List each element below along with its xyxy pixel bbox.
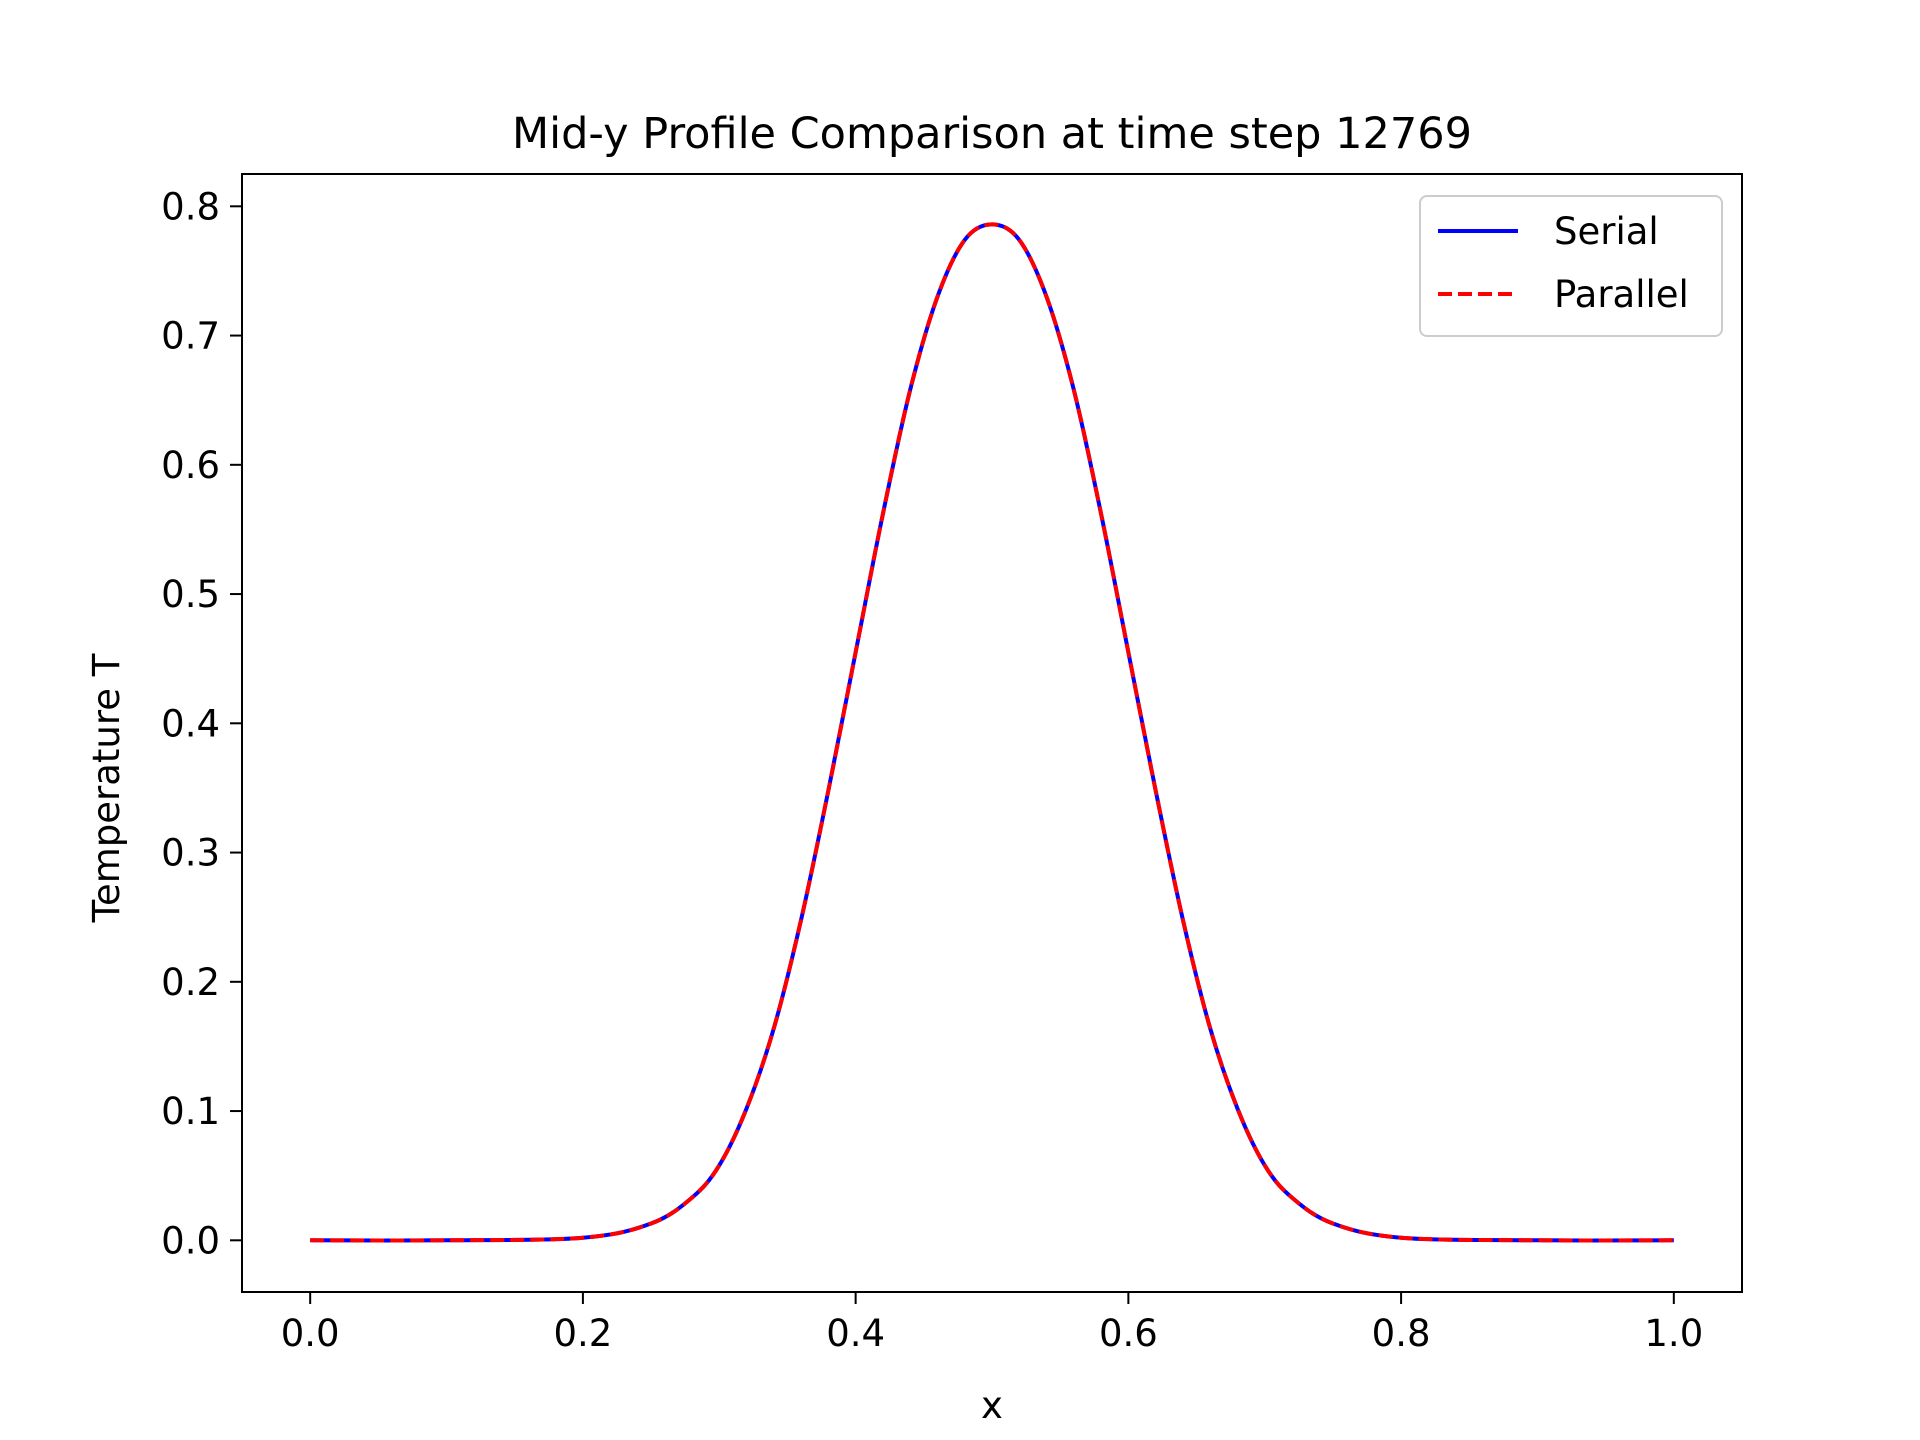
y-tick-label: 0.5: [161, 573, 220, 616]
plot-frame: [241, 173, 1743, 1293]
chart-title: Mid-y Profile Comparison at time step 12…: [512, 109, 1472, 159]
y-tick-label: 0.4: [161, 702, 220, 745]
x-tick-label: 0.6: [1099, 1312, 1158, 1355]
series-line-parallel: [310, 222, 1674, 1243]
x-tick-label: 0.2: [553, 1312, 612, 1355]
plot-area: 0.0 0.2 0.4 0.6 0.8 1.0 0.0 0.1 0.2 0.3 0.4 0.5 0.6…: [161, 173, 1743, 1355]
x-tick-label: 0.0: [281, 1312, 340, 1355]
x-axis-label: x: [981, 1384, 1003, 1427]
y-tick-label: 0.6: [161, 444, 220, 487]
y-tick-label: 0.3: [161, 832, 220, 875]
series-lines: [310, 222, 1674, 1243]
x-axis: 0.0 0.2 0.4 0.6 0.8 1.0: [281, 1292, 1703, 1355]
legend-label-parallel: Parallel: [1554, 273, 1689, 316]
x-tick-label: 0.4: [826, 1312, 885, 1355]
x-tick-label: 1.0: [1644, 1312, 1703, 1355]
y-tick-label: 0.2: [161, 961, 220, 1004]
x-tick-label: 0.8: [1372, 1312, 1431, 1355]
y-tick-label: 0.0: [161, 1219, 220, 1262]
legend: Serial Parallel: [1419, 195, 1723, 337]
legend-label-serial: Serial: [1554, 210, 1659, 253]
y-tick-label: 0.8: [161, 185, 220, 228]
y-tick-label: 0.1: [161, 1090, 220, 1133]
y-axis: 0.0 0.1 0.2 0.3 0.4 0.5 0.6 0.7 0.8: [161, 185, 242, 1262]
y-axis-label: Temperature T: [85, 653, 128, 923]
y-tick-label: 0.7: [161, 315, 220, 358]
